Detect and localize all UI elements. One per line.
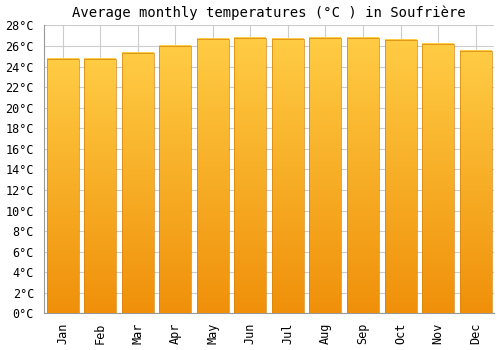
Bar xyxy=(310,38,342,313)
Bar xyxy=(347,38,379,313)
Bar xyxy=(160,46,191,313)
Bar xyxy=(84,60,116,313)
Bar xyxy=(197,39,228,313)
Bar xyxy=(122,53,154,313)
Bar xyxy=(384,40,416,313)
Bar xyxy=(272,39,304,313)
Bar xyxy=(460,51,492,313)
Bar xyxy=(46,60,78,313)
Bar xyxy=(234,38,266,313)
Title: Average monthly temperatures (°C ) in Soufrière: Average monthly temperatures (°C ) in So… xyxy=(72,6,466,20)
Bar xyxy=(422,44,454,313)
